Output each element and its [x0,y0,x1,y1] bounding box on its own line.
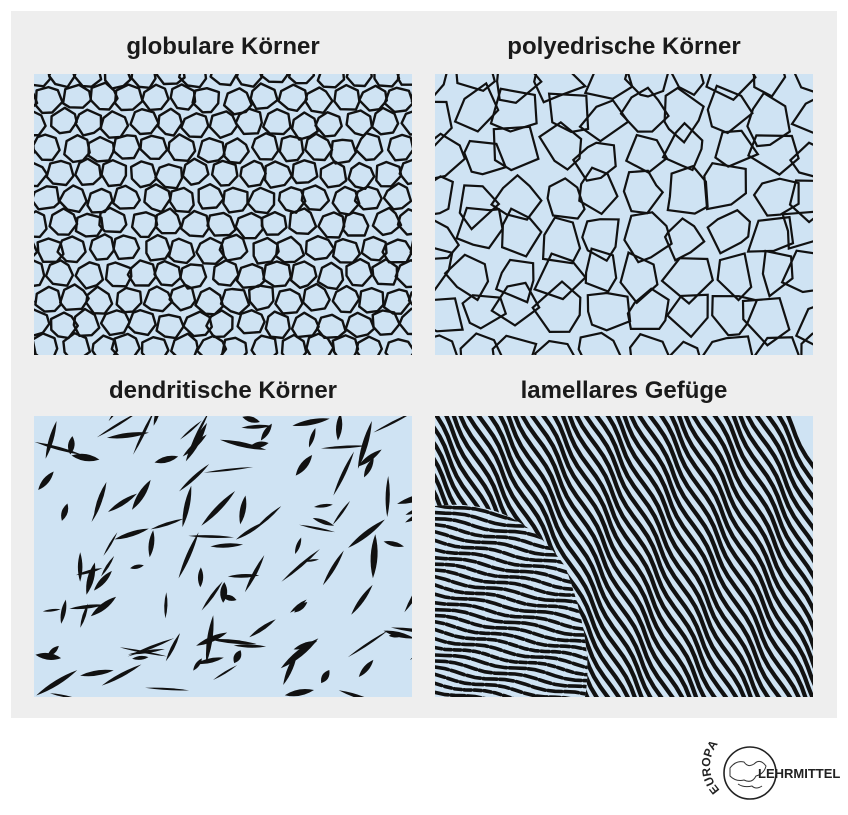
globular-grains-image [34,74,412,355]
panel-dendritic-grains [34,416,412,697]
dendritic-grains-image [34,416,412,697]
polyhedral-grains-image [435,74,813,355]
lamellar-structure-image [435,416,813,697]
title-globular: globulare Körner [126,33,320,60]
panel-lamellar-structure [435,416,813,697]
logo-arc-text: EUROPA [700,737,722,797]
figure-frame: globulare Körner polyedrische Körner den… [11,11,837,718]
title-lamellar: lamellares Gefüge [520,377,728,404]
panel-polyhedral-grains [435,74,813,355]
logo-main-text: LEHRMITTEL [758,766,840,781]
europa-lehrmittel-logo: EUROPA LEHRMITTEL [699,728,840,808]
panel-globular-grains [34,74,412,355]
title-polyhedral: polyedrische Körner [507,33,741,60]
globe-icon [723,746,777,800]
title-dendritic: dendritische Körner [108,377,338,404]
